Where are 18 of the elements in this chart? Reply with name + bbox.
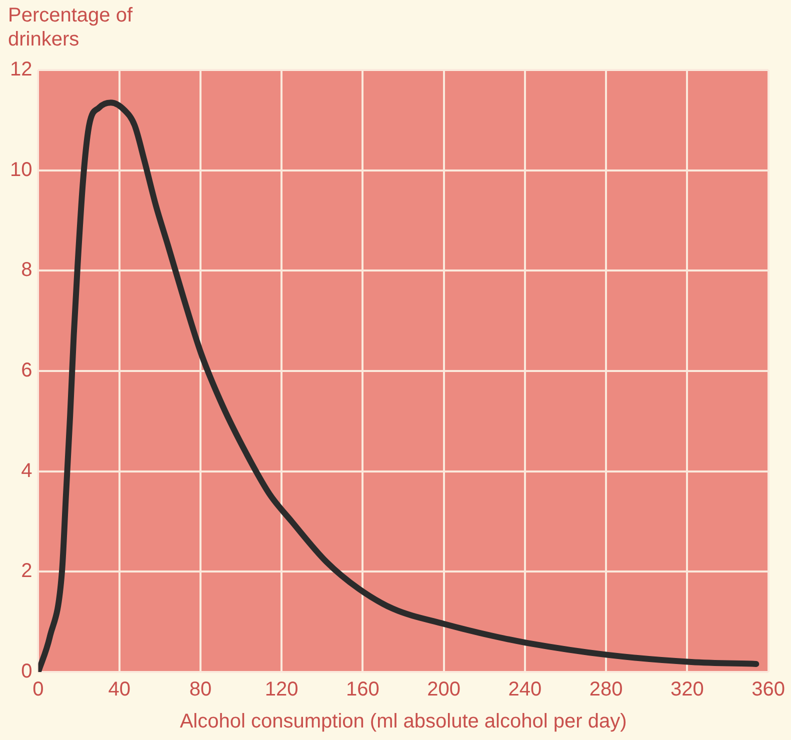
x-tick-label: 40: [108, 678, 130, 701]
x-tick-label: 200: [427, 678, 461, 701]
x-tick-label: 360: [752, 678, 786, 701]
y-tick-label: 8: [21, 259, 32, 282]
y-tick-label: 2: [21, 560, 32, 582]
x-tick-label: 320: [670, 678, 704, 701]
x-tick-label: 80: [189, 678, 212, 701]
y-tick-label: 4: [21, 460, 32, 482]
y-tick-label: 6: [21, 360, 32, 382]
x-tick-label: 280: [589, 678, 623, 701]
y-tick-label: 0: [21, 660, 32, 683]
y-tick-label: 12: [10, 58, 32, 81]
x-tick-label: 160: [346, 678, 380, 701]
y-axis-title: Percentage of drinkers: [8, 4, 133, 51]
y-tick-label: 10: [10, 158, 32, 181]
x-tick-label: 240: [508, 678, 542, 701]
x-tick-label: 120: [264, 678, 298, 701]
x-axis-title: Alcohol consumption (ml absolute alcohol per day): [180, 710, 627, 733]
